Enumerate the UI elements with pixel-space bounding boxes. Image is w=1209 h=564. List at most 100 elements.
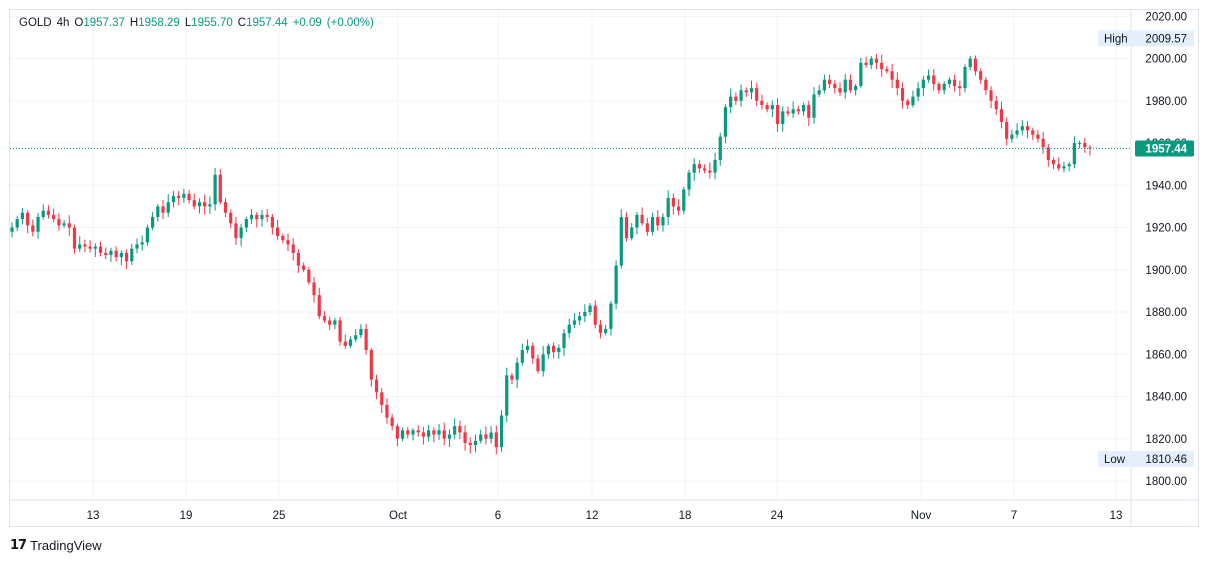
candle-body[interactable] — [286, 240, 290, 245]
candle-body[interactable] — [406, 430, 410, 435]
candle-body[interactable] — [734, 96, 738, 101]
candle-body[interactable] — [557, 347, 561, 353]
tradingview-logo[interactable]: 17 TradingView — [10, 538, 102, 553]
candle-body[interactable] — [114, 250, 118, 258]
candle-body[interactable] — [36, 216, 40, 232]
candle-body[interactable] — [640, 214, 644, 224]
candle-body[interactable] — [989, 90, 993, 101]
candle-body[interactable] — [328, 320, 332, 325]
candle-body[interactable] — [671, 197, 675, 207]
candle-body[interactable] — [854, 86, 858, 91]
candle-body[interactable] — [1046, 147, 1050, 160]
candle-body[interactable] — [124, 252, 129, 262]
candle-body[interactable] — [828, 79, 832, 84]
candle-body[interactable] — [515, 362, 519, 380]
candle-body[interactable] — [932, 75, 936, 84]
candle-body[interactable] — [906, 100, 910, 106]
candle-body[interactable] — [1036, 134, 1040, 139]
candle-body[interactable] — [536, 358, 540, 372]
candle-body[interactable] — [703, 168, 707, 171]
candle-body[interactable] — [770, 105, 774, 110]
candle-body[interactable] — [270, 216, 274, 228]
candle-body[interactable] — [885, 69, 889, 72]
candle-body[interactable] — [749, 88, 754, 93]
candle-body[interactable] — [395, 426, 399, 439]
candle-body[interactable] — [796, 109, 800, 112]
candle-body[interactable] — [177, 195, 181, 198]
candle-body[interactable] — [578, 316, 582, 321]
legend-symbol[interactable]: GOLD — [19, 17, 52, 29]
candle-body[interactable] — [458, 426, 462, 433]
candle-body[interactable] — [676, 206, 681, 211]
candle-body[interactable] — [88, 246, 92, 249]
candle-body[interactable] — [1041, 138, 1045, 148]
candle-body[interactable] — [895, 79, 899, 89]
candle-body[interactable] — [708, 170, 712, 173]
candle-body[interactable] — [541, 354, 545, 372]
candle-body[interactable] — [239, 227, 243, 239]
candle-body[interactable] — [598, 324, 603, 334]
candle-body[interactable] — [380, 392, 384, 405]
candle-body[interactable] — [1057, 164, 1061, 169]
candle-body[interactable] — [666, 197, 670, 217]
candle-body[interactable] — [453, 426, 457, 435]
candle-body[interactable] — [171, 195, 176, 203]
candle-body[interactable] — [520, 350, 524, 363]
candle-body[interactable] — [197, 202, 202, 207]
candle-body[interactable] — [755, 88, 759, 101]
candle-body[interactable] — [781, 111, 785, 125]
candle-body[interactable] — [609, 303, 613, 329]
candle-body[interactable] — [93, 246, 97, 249]
candle-body[interactable] — [614, 265, 618, 304]
candle-body[interactable] — [682, 189, 686, 211]
candle-body[interactable] — [661, 216, 665, 226]
candle-body[interactable] — [260, 214, 264, 220]
candle-body[interactable] — [26, 212, 30, 226]
candle-body[interactable] — [739, 90, 743, 101]
candle-body[interactable] — [229, 212, 233, 224]
candle-body[interactable] — [72, 227, 77, 249]
candle-body[interactable] — [874, 58, 879, 63]
candle-body[interactable] — [1083, 143, 1087, 148]
candle-body[interactable] — [979, 71, 983, 80]
chart-frame[interactable] — [9, 9, 1199, 527]
candle-body[interactable] — [234, 223, 238, 239]
candle-body[interactable] — [973, 58, 978, 72]
candle-body[interactable] — [786, 111, 790, 114]
candle-body[interactable] — [249, 214, 254, 220]
candle-body[interactable] — [604, 328, 608, 334]
candle-body[interactable] — [354, 335, 358, 340]
candle-body[interactable] — [1010, 134, 1014, 139]
candle-body[interactable] — [593, 305, 597, 325]
candle-body[interactable] — [1077, 143, 1082, 145]
candle-body[interactable] — [765, 105, 769, 110]
candle-body[interactable] — [145, 227, 150, 243]
candle-body[interactable] — [447, 434, 452, 439]
candle-body[interactable] — [208, 204, 212, 207]
candle-body[interactable] — [791, 109, 795, 114]
candle-body[interactable] — [255, 214, 259, 220]
candle-body[interactable] — [432, 430, 436, 435]
candle-body[interactable] — [473, 440, 478, 446]
candle-body[interactable] — [1031, 130, 1035, 135]
candle-body[interactable] — [890, 71, 894, 80]
candle-body[interactable] — [489, 432, 493, 439]
candle-body[interactable] — [848, 79, 853, 91]
candle-body[interactable] — [359, 328, 363, 336]
candle-body[interactable] — [650, 216, 655, 232]
candle-body[interactable] — [624, 216, 629, 239]
candle-body[interactable] — [291, 244, 295, 253]
candle-body[interactable] — [916, 88, 920, 97]
candle-body[interactable] — [546, 345, 550, 355]
candle-body[interactable] — [10, 227, 14, 232]
candle-body[interactable] — [442, 430, 446, 439]
candle-body[interactable] — [41, 210, 45, 217]
candle-body[interactable] — [161, 206, 165, 213]
candle-body[interactable] — [130, 248, 134, 262]
candle-body[interactable] — [140, 242, 144, 245]
candle-body[interactable] — [119, 252, 123, 258]
candle-body[interactable] — [505, 375, 509, 416]
candle-body[interactable] — [484, 434, 488, 439]
candle-body[interactable] — [760, 100, 764, 106]
